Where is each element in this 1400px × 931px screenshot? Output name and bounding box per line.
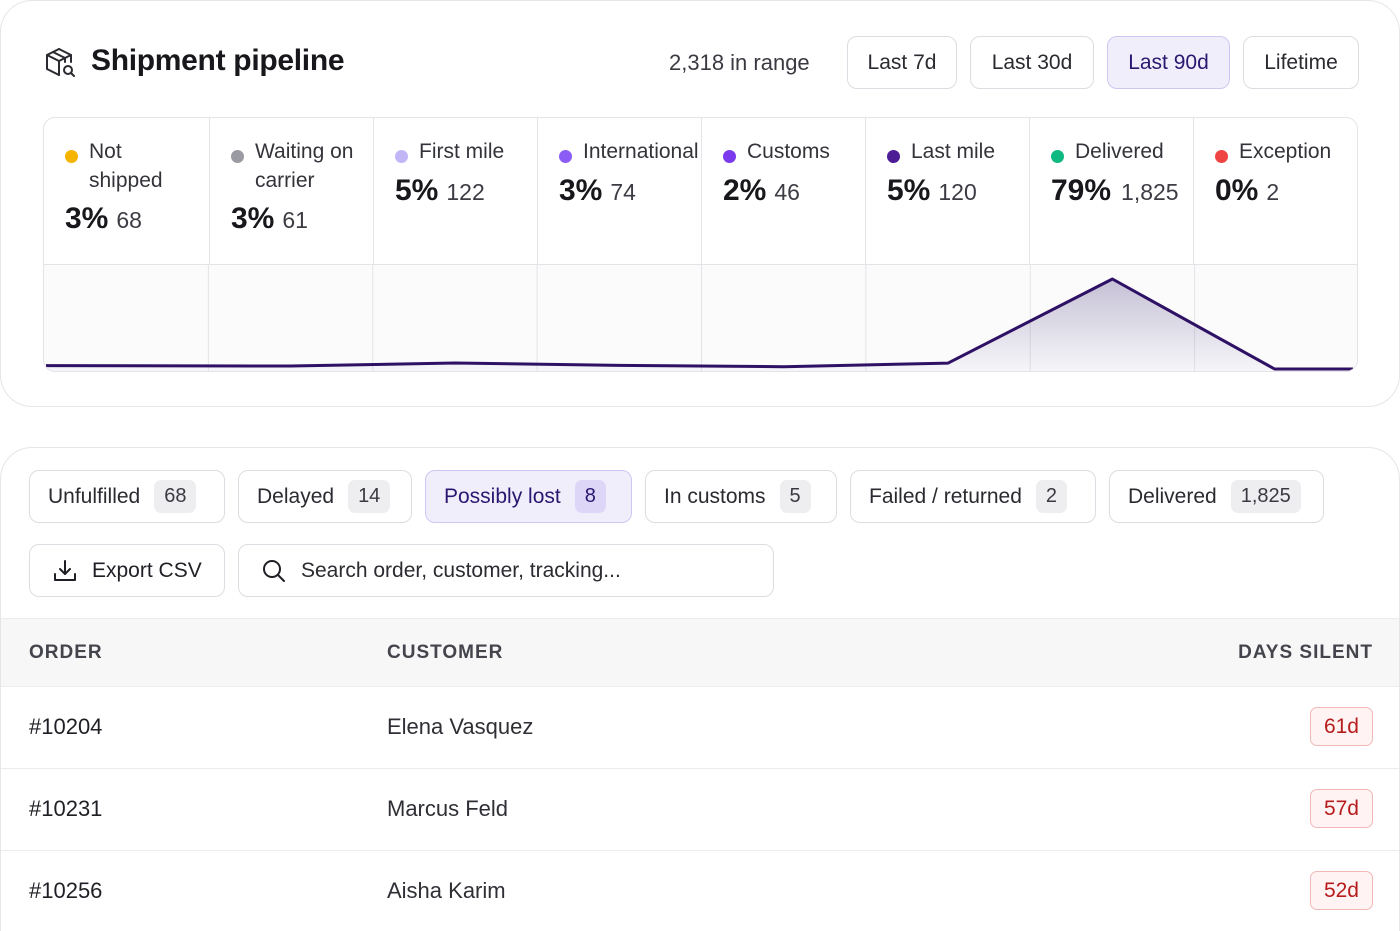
stage-first-mile[interactable]: First mile 5% 122 xyxy=(374,118,538,264)
stage-percent: 2% xyxy=(723,174,767,207)
stage-percent: 5% xyxy=(395,174,439,207)
filter-label: Unfulfilled xyxy=(48,484,141,508)
stage-label: Delivered xyxy=(1075,140,1164,163)
filter-count: 8 xyxy=(574,480,606,513)
filter-count: 1,825 xyxy=(1230,480,1301,513)
export-csv-label: Export CSV xyxy=(92,558,202,582)
filter-label: In customs xyxy=(664,484,766,508)
filter-unfulfilled[interactable]: Unfulfilled 68 xyxy=(29,470,225,523)
column-header-days-silent[interactable]: DAYS SILENT xyxy=(1238,642,1373,663)
stage-label: Not shipped xyxy=(89,140,163,192)
table-header: ORDER CUSTOMER DAYS SILENT xyxy=(1,618,1399,686)
stage-label: Customs xyxy=(747,140,830,163)
stage-count: 122 xyxy=(446,179,485,205)
table-row[interactable]: #10204 Elena Vasquez 61d xyxy=(1,686,1399,768)
chart-area-fill xyxy=(46,279,1353,371)
stage-percent: 3% xyxy=(559,174,603,207)
stage-label: Waiting on carrier xyxy=(255,140,354,192)
stage-dot xyxy=(1051,150,1064,163)
customer-name: Elena Vasquez xyxy=(387,714,534,739)
filter-failed-returned[interactable]: Failed / returned 2 xyxy=(850,470,1096,523)
days-silent-badge: 61d xyxy=(1309,707,1373,746)
range-button-last-90d[interactable]: Last 90d xyxy=(1107,36,1230,89)
search-box[interactable] xyxy=(238,544,774,597)
stage-dot xyxy=(231,150,244,163)
stage-label: International xyxy=(583,140,699,163)
range-button-last-30d[interactable]: Last 30d xyxy=(970,36,1094,89)
filter-count: 5 xyxy=(779,480,811,513)
filter-count: 68 xyxy=(154,480,197,513)
filter-label: Delayed xyxy=(257,484,335,508)
column-header-order[interactable]: ORDER xyxy=(29,642,103,663)
stage-waiting-on-carrier[interactable]: Waiting on carrier 3% 61 xyxy=(210,118,374,264)
stage-dot xyxy=(65,150,78,163)
stage-count: 120 xyxy=(938,179,977,205)
stage-exception[interactable]: Exception 0% 2 xyxy=(1194,118,1357,264)
days-silent-badge: 52d xyxy=(1309,871,1373,910)
range-button-lifetime[interactable]: Lifetime xyxy=(1243,36,1359,89)
pipeline-area-chart xyxy=(45,265,1353,371)
filter-delivered[interactable]: Delivered 1,825 xyxy=(1109,470,1324,523)
filter-label: Possibly lost xyxy=(444,484,561,508)
pipeline-chart xyxy=(44,264,1357,371)
filter-delayed[interactable]: Delayed 14 xyxy=(238,470,412,523)
shipment-pipeline-card: Shipment pipeline 2,318 in range Last 7d… xyxy=(0,0,1400,407)
filter-label: Delivered xyxy=(1128,484,1217,508)
filter-label: Failed / returned xyxy=(869,484,1022,508)
stage-dot xyxy=(395,150,408,163)
stage-not-shipped[interactable]: Not shipped 3% 68 xyxy=(44,118,210,264)
pipeline-stages: Not shipped 3% 68 Waiting on carrier 3% 61… xyxy=(43,117,1358,372)
stage-delivered[interactable]: Delivered 79% 1,825 xyxy=(1030,118,1194,264)
stage-dot xyxy=(559,150,572,163)
range-button-last-7d[interactable]: Last 7d xyxy=(847,36,957,89)
stage-count: 68 xyxy=(116,207,142,233)
stage-count: 74 xyxy=(610,179,636,205)
stage-dot xyxy=(1215,150,1228,163)
order-id[interactable]: #10256 xyxy=(29,878,103,903)
filter-count: 2 xyxy=(1035,480,1068,513)
filter-possibly-lost[interactable]: Possibly lost 8 xyxy=(425,470,632,523)
customer-name: Aisha Karim xyxy=(387,878,506,903)
orders-card: Unfulfilled 68 Delayed 14 Possibly lost … xyxy=(0,447,1400,931)
filter-in-customs[interactable]: In customs 5 xyxy=(645,470,837,523)
range-count: 2,318 in range xyxy=(669,50,810,75)
stage-customs[interactable]: Customs 2% 46 xyxy=(702,118,866,264)
stage-last-mile[interactable]: Last mile 5% 120 xyxy=(866,118,1030,264)
customer-name: Marcus Feld xyxy=(387,796,509,821)
stage-percent: 3% xyxy=(65,202,109,235)
stage-percent: 79% xyxy=(1051,174,1112,207)
stage-international[interactable]: International 3% 74 xyxy=(538,118,702,264)
days-silent-badge: 57d xyxy=(1309,789,1373,828)
search-icon xyxy=(263,559,285,582)
card-header: Shipment pipeline 2,318 in range Last 7d… xyxy=(43,35,1359,91)
stage-count: 61 xyxy=(282,207,308,233)
stage-count: 1,825 xyxy=(1121,179,1179,205)
order-id[interactable]: #10231 xyxy=(29,796,103,821)
stage-label: Exception xyxy=(1239,140,1332,163)
stage-label: First mile xyxy=(419,140,505,163)
export-csv-button[interactable]: Export CSV xyxy=(29,544,225,597)
table-row[interactable]: #10231 Marcus Feld 57d xyxy=(1,768,1399,850)
stage-count: 2 xyxy=(1266,179,1280,205)
stage-percent: 5% xyxy=(887,174,931,207)
page-title: Shipment pipeline xyxy=(91,44,345,77)
stage-dot xyxy=(723,150,736,163)
search-input[interactable] xyxy=(301,558,761,583)
column-header-customer[interactable]: CUSTOMER xyxy=(387,642,504,663)
package-search-icon xyxy=(46,48,75,77)
stage-percent: 3% xyxy=(231,202,275,235)
stage-label: Last mile xyxy=(911,140,996,163)
stage-percent: 0% xyxy=(1215,174,1259,207)
order-id[interactable]: #10204 xyxy=(29,714,103,739)
download-icon xyxy=(54,559,76,581)
chart-series-line xyxy=(45,277,1353,371)
table-row[interactable]: #10256 Aisha Karim 52d xyxy=(1,850,1399,931)
stage-dot xyxy=(887,150,900,163)
filter-count: 14 xyxy=(348,480,391,513)
stage-count: 46 xyxy=(774,179,800,205)
